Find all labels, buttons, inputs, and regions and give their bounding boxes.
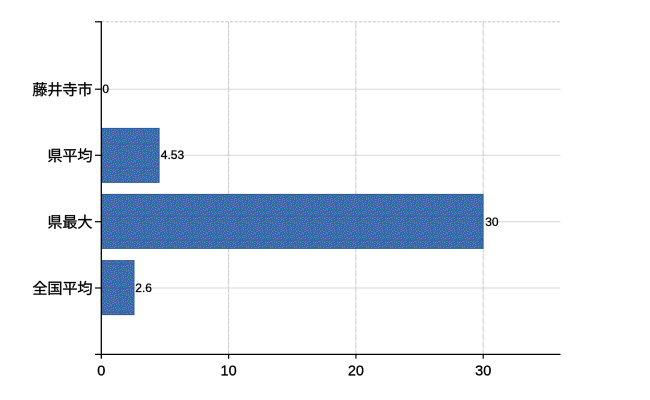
svg-text:10: 10	[221, 363, 237, 379]
svg-text:20: 20	[348, 363, 364, 379]
svg-text:30: 30	[485, 215, 499, 229]
svg-text:30: 30	[475, 363, 491, 379]
svg-text:4.53: 4.53	[161, 148, 185, 162]
svg-text:0: 0	[102, 82, 109, 96]
svg-text:2.6: 2.6	[135, 281, 152, 295]
svg-text:0: 0	[97, 363, 105, 379]
